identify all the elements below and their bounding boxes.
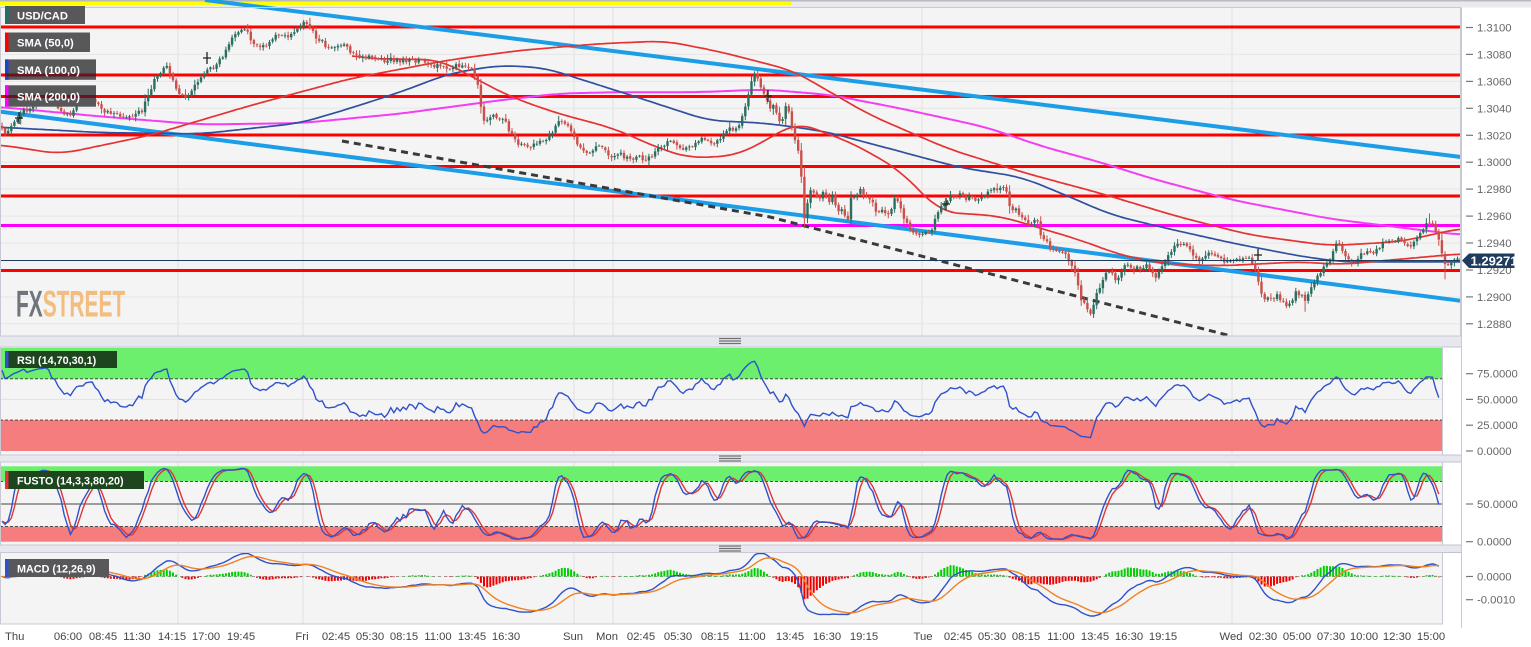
svg-text:11:00: 11:00: [424, 631, 451, 643]
svg-text:1.3100: 1.3100: [1477, 23, 1512, 35]
svg-text:11:00: 11:00: [1047, 631, 1074, 643]
svg-text:0.0000: 0.0000: [1477, 446, 1512, 458]
svg-text:25.0000: 25.0000: [1477, 420, 1518, 432]
svg-text:08:45: 08:45: [89, 631, 117, 643]
svg-text:17:00: 17:00: [192, 631, 220, 643]
svg-text:0.0000: 0.0000: [1477, 537, 1512, 549]
svg-text:12:30: 12:30: [1383, 631, 1411, 643]
svg-text:08:15: 08:15: [1012, 631, 1040, 643]
svg-text:-0.0010: -0.0010: [1477, 595, 1515, 607]
svg-text:0.0000: 0.0000: [1477, 572, 1512, 584]
svg-text:SMA (50,0): SMA (50,0): [17, 38, 74, 50]
svg-text:02:45: 02:45: [627, 631, 655, 643]
svg-text:FUSTO (14,3,3,80,20): FUSTO (14,3,3,80,20): [17, 475, 124, 487]
svg-text:1.3000: 1.3000: [1477, 157, 1512, 169]
svg-text:08:15: 08:15: [701, 631, 729, 643]
svg-text:Mon: Mon: [596, 631, 618, 643]
svg-text:50.0000: 50.0000: [1477, 499, 1518, 511]
svg-text:Fri: Fri: [295, 631, 308, 643]
svg-text:02:45: 02:45: [944, 631, 972, 643]
svg-text:1.2900: 1.2900: [1477, 292, 1512, 304]
svg-text:1.2960: 1.2960: [1477, 211, 1512, 223]
svg-text:13:45: 13:45: [776, 631, 804, 643]
svg-text:1.3060: 1.3060: [1477, 76, 1512, 88]
svg-text:FXSTREET: FXSTREET: [16, 284, 126, 325]
svg-text:19:15: 19:15: [1149, 631, 1177, 643]
svg-text:19:45: 19:45: [227, 631, 255, 643]
svg-text:Tue: Tue: [913, 631, 932, 643]
svg-text:16:30: 16:30: [1115, 631, 1143, 643]
svg-text:14:15: 14:15: [158, 631, 186, 643]
svg-text:Wed: Wed: [1219, 631, 1242, 643]
svg-text:1.2940: 1.2940: [1477, 238, 1512, 250]
svg-text:07:30: 07:30: [1317, 631, 1345, 643]
svg-text:Thu: Thu: [5, 631, 24, 643]
svg-text:16:30: 16:30: [813, 631, 841, 643]
svg-text:MACD (12,26,9): MACD (12,26,9): [17, 563, 96, 575]
svg-text:75.0000: 75.0000: [1477, 369, 1518, 381]
svg-text:SMA (100,0): SMA (100,0): [17, 65, 80, 77]
svg-text:15:00: 15:00: [1417, 631, 1445, 643]
svg-text:02:30: 02:30: [1249, 631, 1277, 643]
svg-text:05:30: 05:30: [356, 631, 384, 643]
svg-text:11:00: 11:00: [738, 631, 765, 643]
svg-text:13:45: 13:45: [1081, 631, 1109, 643]
svg-text:Sun: Sun: [563, 631, 583, 643]
svg-text:1.3020: 1.3020: [1477, 130, 1512, 142]
svg-text:1.3080: 1.3080: [1477, 49, 1512, 61]
svg-text:19:15: 19:15: [850, 631, 878, 643]
svg-text:USD/CAD: USD/CAD: [17, 10, 68, 22]
svg-text:05:00: 05:00: [1283, 631, 1311, 643]
svg-text:1.3040: 1.3040: [1477, 103, 1512, 115]
svg-text:05:30: 05:30: [978, 631, 1006, 643]
svg-text:02:45: 02:45: [322, 631, 350, 643]
svg-text:10:00: 10:00: [1350, 631, 1378, 643]
svg-text:1.2980: 1.2980: [1477, 184, 1512, 196]
svg-text:13:45: 13:45: [458, 631, 486, 643]
svg-text:1.29271: 1.29271: [1471, 253, 1518, 268]
svg-text:08:15: 08:15: [390, 631, 418, 643]
svg-text:SMA (200,0): SMA (200,0): [17, 91, 80, 103]
svg-text:RSI (14,70,30,1): RSI (14,70,30,1): [17, 355, 97, 367]
svg-text:50.0000: 50.0000: [1477, 394, 1518, 406]
svg-text:06:00: 06:00: [54, 631, 82, 643]
svg-text:05:30: 05:30: [664, 631, 692, 643]
svg-text:16:30: 16:30: [492, 631, 520, 643]
svg-text:11:30: 11:30: [123, 631, 150, 643]
svg-text:1.2880: 1.2880: [1477, 319, 1512, 331]
